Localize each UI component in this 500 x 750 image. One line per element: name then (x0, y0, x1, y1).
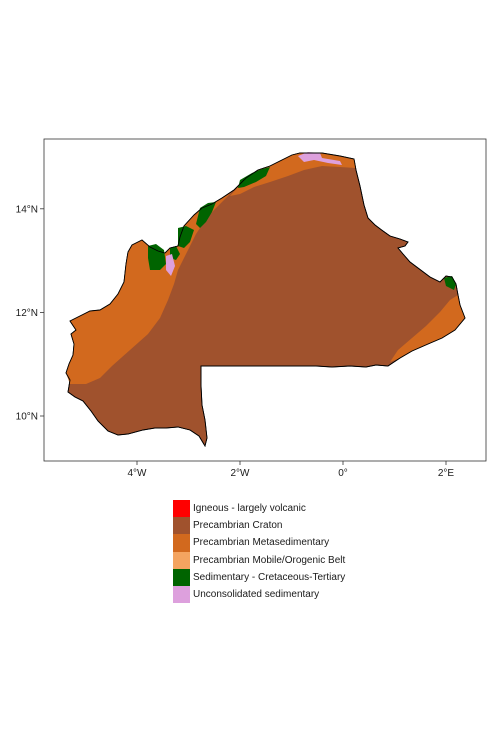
legend-label: Precambrian Metasedimentary (193, 537, 330, 549)
x-axis: 4°W 2°W 0° 2°E (128, 461, 455, 479)
legend-label: Igneous - largely volcanic (193, 503, 306, 515)
sedimentary-patch-north (238, 167, 270, 188)
sedimentary-patch-west-2 (148, 244, 166, 270)
x-tick-label: 0° (338, 468, 348, 479)
legend-item-sedimentary: Sedimentary - Cretaceous-Tertiary (173, 568, 346, 586)
y-tick-label: 12°N (16, 308, 38, 319)
country-outline (65, 152, 466, 448)
legend-label: Sedimentary - Cretaceous-Tertiary (193, 571, 346, 583)
metasedimentary-southeast-region (390, 295, 465, 362)
map-legend: Igneous - largely volcanic Precambrian C… (173, 500, 346, 604)
legend-swatch (173, 551, 190, 569)
y-tick-label: 14°N (16, 204, 38, 215)
legend-item-craton: Precambrian Craton (173, 517, 345, 535)
unconsolidated-patch-west (166, 254, 175, 276)
legend-swatch (173, 585, 190, 604)
legend-item-unconsolidated: Unconsolidated sedimentary (173, 585, 345, 604)
x-tick-label: 2°W (231, 468, 251, 479)
y-axis: 14°N 12°N 10°N (16, 204, 44, 423)
legend-swatch (173, 500, 190, 518)
legend-swatch (173, 568, 190, 586)
metasedimentary-north-region (230, 153, 356, 196)
y-tick-label: 10°N (16, 412, 38, 423)
legend-swatch (173, 517, 190, 535)
legend-item-mobile-belt: Precambrian Mobile/Orogenic Belt (173, 551, 346, 569)
legend-item-igneous: Igneous - largely volcanic (173, 500, 345, 518)
legend-label: Unconsolidated sedimentary (193, 589, 320, 601)
x-tick-label: 4°W (128, 468, 148, 479)
legend-item-metasedimentary: Precambrian Metasedimentary (173, 534, 345, 552)
legend-label: Precambrian Mobile/Orogenic Belt (193, 554, 346, 566)
legend-swatch (173, 534, 190, 552)
x-tick-label: 2°E (438, 468, 455, 479)
unconsolidated-patch-north (298, 152, 342, 165)
legend-label: Precambrian Craton (193, 520, 283, 532)
